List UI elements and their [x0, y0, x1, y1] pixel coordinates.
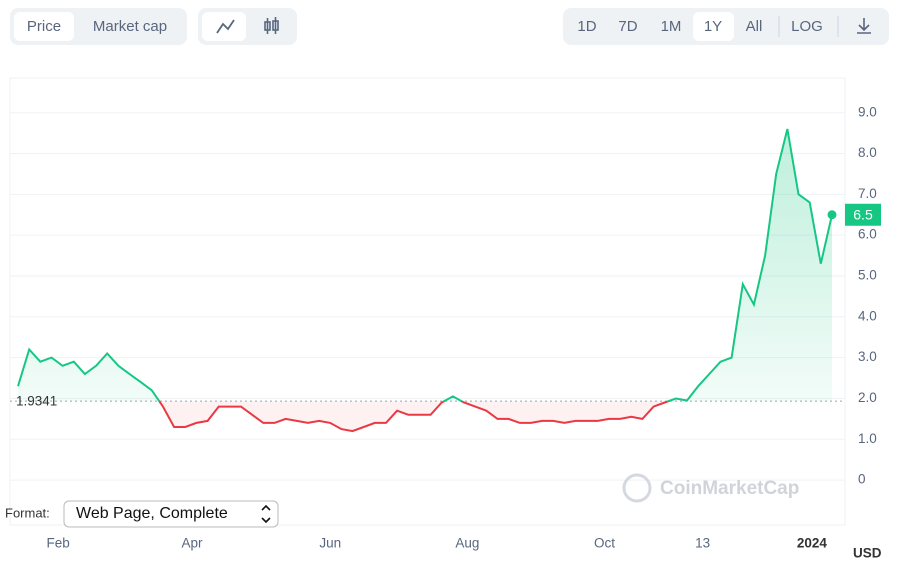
baseline-label: 1.9341 — [16, 394, 57, 409]
y-tick-label: 0 — [858, 472, 866, 487]
area-below — [159, 401, 669, 432]
range-button[interactable]: 7D — [618, 18, 637, 35]
plot-frame — [9, 77, 846, 526]
range-button[interactable]: 1D — [577, 18, 596, 35]
range-button[interactable]: LOG — [791, 18, 823, 35]
y-tick-label: 7.0 — [858, 186, 877, 201]
watermark: CoinMarketCap — [660, 478, 799, 499]
x-tick-label: Jun — [319, 536, 341, 551]
line-button[interactable] — [202, 12, 246, 41]
x-tick-label: 13 — [695, 536, 710, 551]
price-tag — [845, 203, 881, 226]
x-tick-label: Oct — [594, 536, 615, 551]
price-tag-label: 6.5 — [853, 206, 873, 222]
last-point — [827, 210, 837, 220]
price-button[interactable]: Price — [27, 18, 61, 35]
y-tick-label: 4.0 — [858, 308, 877, 323]
y-tick-label: 1.0 — [858, 431, 877, 446]
price-line — [158, 401, 688, 433]
y-tick-label: 6.0 — [858, 227, 877, 242]
x-tick-label: Aug — [455, 536, 479, 551]
y-tick-label: 8.0 — [858, 145, 877, 160]
format-select[interactable] — [63, 500, 279, 528]
download-icon[interactable] — [857, 18, 871, 34]
candle-icon[interactable] — [264, 17, 279, 34]
y-tick-label: 9.0 — [858, 104, 877, 119]
marketcap-button[interactable]: Market cap — [93, 18, 167, 35]
x-tick-label: Apr — [181, 536, 203, 551]
watermark-logo — [622, 473, 652, 503]
x-tick-label: Feb — [47, 536, 70, 551]
format-value: Web Page, Complete — [76, 505, 228, 522]
y-tick-label: 5.0 — [858, 268, 877, 283]
active-pill — [14, 12, 74, 41]
y-tick-label: 3.0 — [858, 349, 877, 364]
line-icon — [216, 19, 235, 34]
y-tick-label: 2.0 — [858, 390, 877, 405]
area-above — [18, 129, 832, 402]
range-button[interactable]: 1M — [661, 18, 682, 35]
range-button[interactable]: All — [746, 18, 763, 35]
range-button[interactable]: 1Y — [704, 18, 722, 35]
active-range — [693, 12, 734, 41]
unit-label: USD — [853, 546, 882, 561]
format-label: Format: — [5, 505, 50, 520]
select-arrows — [261, 504, 271, 524]
price-line — [17, 128, 833, 402]
x-tick-label: 2024 — [797, 536, 828, 551]
